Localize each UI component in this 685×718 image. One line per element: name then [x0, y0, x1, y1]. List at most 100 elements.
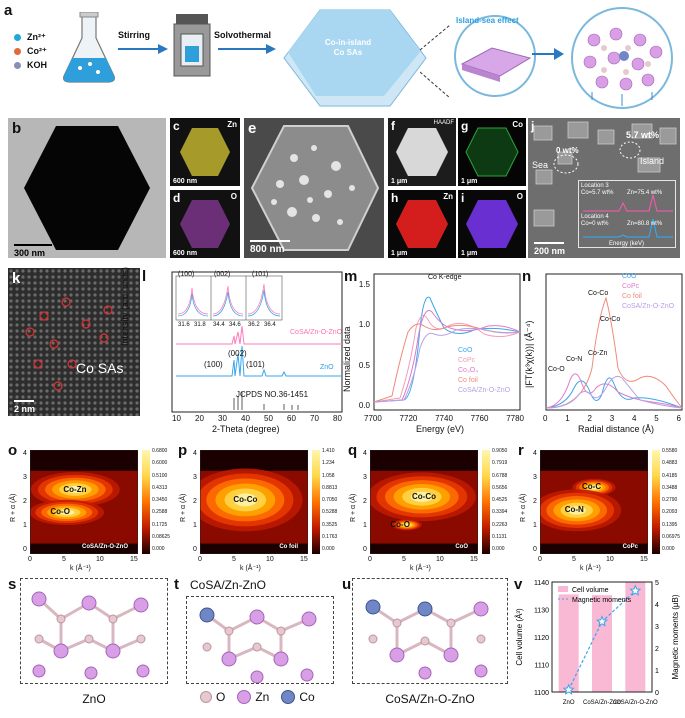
scale-bar — [250, 240, 290, 242]
panel-m-xanes-chart — [373, 273, 521, 411]
flask-icon — [63, 12, 115, 83]
curve-label-zno: ZnO — [320, 364, 334, 371]
inset-tick: 34.6 — [229, 322, 241, 328]
star-marker — [595, 615, 609, 627]
legend-o: O — [216, 690, 226, 704]
o-atom-icon — [200, 691, 212, 703]
y-tick: 0 — [533, 546, 537, 553]
legend-item: CoPc — [458, 357, 476, 364]
arrow-right-icon — [218, 44, 276, 54]
star-marker — [629, 584, 642, 596]
panel-j-image: j 0 wt% Sea 5.7 wt% Island Location 3 Co… — [528, 118, 680, 258]
colorbar-tick: 0.5580 — [662, 448, 678, 454]
colorbar-tick: 1.410 — [322, 448, 335, 454]
x-tick: 0 — [198, 556, 202, 563]
wavelet-annotation: Co-Co — [233, 494, 258, 504]
y-tick: 4 — [533, 450, 537, 457]
colorbar-tick: 0.06975 — [662, 533, 681, 540]
island-sea-circle — [454, 15, 536, 97]
colorbar-tick: 0.4313 — [152, 484, 168, 491]
wavelet-map — [200, 450, 308, 554]
x-tick: 5 — [402, 556, 406, 563]
m-xticks: 7700 7720 7740 7760 7780 — [364, 414, 524, 423]
tick: 0 — [543, 414, 548, 423]
colorbar-tick: 0.7919 — [492, 460, 508, 467]
y-label: R + α (Å) — [350, 493, 357, 522]
legend-item: Magnetic moments — [572, 597, 632, 604]
panel-b-label: b — [12, 120, 22, 137]
panel-e-label: e — [248, 120, 257, 137]
y-tick: 2 — [23, 498, 27, 505]
m-legend: CoO CoPc Co₃O₄ Co foil CoSA/Zn-O-ZnO — [458, 346, 510, 396]
atomic-model-circle — [571, 7, 673, 109]
x-tick: 10 — [266, 556, 274, 563]
wavelet-sample-name: CoPc — [622, 544, 638, 550]
colorbar-tick: 0.5656 — [492, 484, 508, 491]
colorbar-tick: 0.000 — [662, 546, 675, 552]
panel-v-label: v — [514, 576, 523, 593]
y2-tick: 0 — [655, 690, 659, 697]
x-tick: CoSA/Zn-ZnO — [583, 700, 621, 706]
colorbar-tick: 0.3525 — [322, 521, 338, 528]
inset-tick: 36.2 — [248, 322, 260, 328]
panel-m-label: m — [344, 268, 358, 285]
y-label: R + α (Å) — [10, 493, 17, 522]
inset-tick: 36.4 — [264, 322, 276, 328]
zn-dot-icon — [14, 33, 21, 41]
y-tick: 1130 — [534, 608, 549, 615]
bar-cell-volume — [592, 595, 612, 692]
wavelet-annotation: Co-N — [564, 505, 584, 515]
colorbar-tick: 0.7050 — [322, 497, 338, 503]
scale-text: 200 nm — [534, 246, 566, 256]
colorbar-tick: 0.5288 — [322, 509, 338, 516]
hex-caption: Co-in-island Co SAs — [324, 38, 372, 57]
tick: 5 — [654, 414, 659, 423]
tick: 7780 — [506, 414, 524, 423]
inset-peak-100: (100) — [178, 271, 195, 278]
inset-tick: 34.4 — [213, 322, 225, 328]
contour-level — [567, 505, 586, 515]
legend-item: Cell volume — [572, 587, 609, 594]
zn-atom-icon — [237, 690, 252, 704]
y-tick: 2 — [533, 498, 537, 505]
koh-dot-icon — [14, 61, 21, 69]
tick: 6 — [676, 414, 681, 423]
colorbar-tick: 0.6800 — [152, 448, 168, 454]
y-tick: 3 — [23, 474, 27, 481]
panel-k-label: k — [12, 270, 21, 287]
legend-item: Co foil — [622, 293, 642, 300]
inset-tick: 31.6 — [178, 322, 190, 328]
legend-co: Co — [299, 690, 315, 704]
colorbar-tick: 0.1395 — [662, 521, 678, 528]
scale-text: 1 μm — [461, 178, 478, 185]
panel-g-label: g — [461, 119, 469, 133]
legend-item: CoO — [458, 347, 473, 354]
y2-tick: 4 — [655, 602, 659, 609]
panel-g-image: g Co 1 μm — [458, 118, 526, 186]
tick: 80 — [333, 414, 342, 423]
sea-wt: 0 wt% — [556, 146, 579, 155]
panel-i-label: i — [461, 191, 465, 205]
panel-f-image: f HAADF 1 μm — [388, 118, 456, 186]
y-label: Cell volume (Å³) — [515, 608, 524, 666]
y-tick: 1100 — [534, 690, 549, 697]
colorbar-tick: 0.6788 — [492, 472, 508, 479]
x-label: k (Å⁻¹) — [70, 565, 91, 572]
y-tick: 0 — [193, 546, 197, 553]
zoom-lines-icon — [420, 24, 451, 99]
y-tick: 1140 — [534, 580, 549, 587]
annot-co-co: Co-Co — [600, 316, 621, 323]
element-label: O — [230, 192, 237, 201]
panel-c-label: c — [173, 119, 180, 133]
co-o-lattice — [365, 599, 489, 680]
colorbar-tick: 0.2588 — [152, 509, 168, 516]
m-ylabel: Normalized data — [342, 326, 352, 392]
legend-swatch — [558, 586, 568, 592]
wavelet-annotation: Co-O — [390, 519, 410, 529]
panel-u-label: u — [342, 576, 352, 593]
reagent-legend: Zn²⁺ Co²⁺ KOH — [14, 30, 74, 72]
island-wt: 5.7 wt% — [626, 130, 660, 140]
peak-100: (100) — [204, 360, 223, 369]
sea-label: Sea — [532, 160, 549, 170]
legend-item: CoPc — [622, 283, 640, 290]
